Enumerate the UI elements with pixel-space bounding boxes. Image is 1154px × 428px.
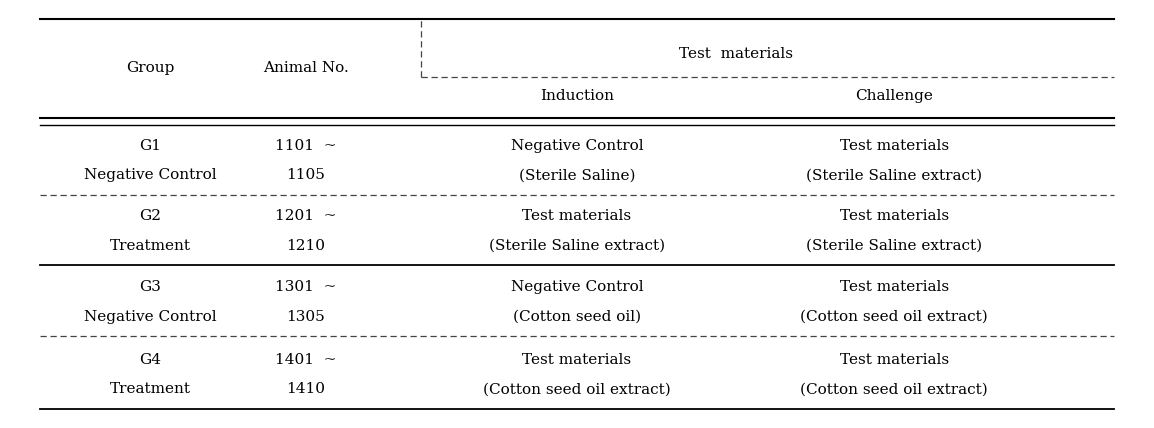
Text: Negative Control: Negative Control: [84, 169, 216, 182]
Text: 1105: 1105: [286, 169, 325, 182]
Text: (Cotton seed oil extract): (Cotton seed oil extract): [801, 383, 988, 396]
Text: Group: Group: [126, 62, 174, 75]
Text: 1301  ~: 1301 ~: [275, 280, 337, 294]
Text: Test materials: Test materials: [523, 353, 631, 366]
Text: 1101  ~: 1101 ~: [275, 139, 337, 152]
Text: Animal No.: Animal No.: [263, 62, 349, 75]
Text: Test materials: Test materials: [840, 353, 949, 366]
Text: G4: G4: [138, 353, 162, 366]
Text: Treatment: Treatment: [110, 383, 190, 396]
Text: Test  materials: Test materials: [680, 47, 793, 60]
Text: 1305: 1305: [286, 310, 325, 324]
Text: Induction: Induction: [540, 89, 614, 103]
Text: Challenge: Challenge: [855, 89, 934, 103]
Text: Negative Control: Negative Control: [84, 310, 216, 324]
Text: G2: G2: [138, 209, 162, 223]
Text: (Sterile Saline extract): (Sterile Saline extract): [807, 169, 982, 182]
Text: Test materials: Test materials: [840, 139, 949, 152]
Text: Test materials: Test materials: [523, 209, 631, 223]
Text: Test materials: Test materials: [840, 280, 949, 294]
Text: (Cotton seed oil extract): (Cotton seed oil extract): [801, 310, 988, 324]
Text: (Sterile Saline extract): (Sterile Saline extract): [807, 239, 982, 253]
Text: 1201  ~: 1201 ~: [275, 209, 337, 223]
Text: 1210: 1210: [286, 239, 325, 253]
Text: G3: G3: [140, 280, 160, 294]
Text: 1401  ~: 1401 ~: [275, 353, 337, 366]
Text: G1: G1: [138, 139, 162, 152]
Text: 1410: 1410: [286, 383, 325, 396]
Text: Treatment: Treatment: [110, 239, 190, 253]
Text: (Sterile Saline extract): (Sterile Saline extract): [489, 239, 665, 253]
Text: Negative Control: Negative Control: [511, 139, 643, 152]
Text: Test materials: Test materials: [840, 209, 949, 223]
Text: (Cotton seed oil extract): (Cotton seed oil extract): [484, 383, 670, 396]
Text: (Sterile Saline): (Sterile Saline): [519, 169, 635, 182]
Text: Negative Control: Negative Control: [511, 280, 643, 294]
Text: (Cotton seed oil): (Cotton seed oil): [512, 310, 642, 324]
